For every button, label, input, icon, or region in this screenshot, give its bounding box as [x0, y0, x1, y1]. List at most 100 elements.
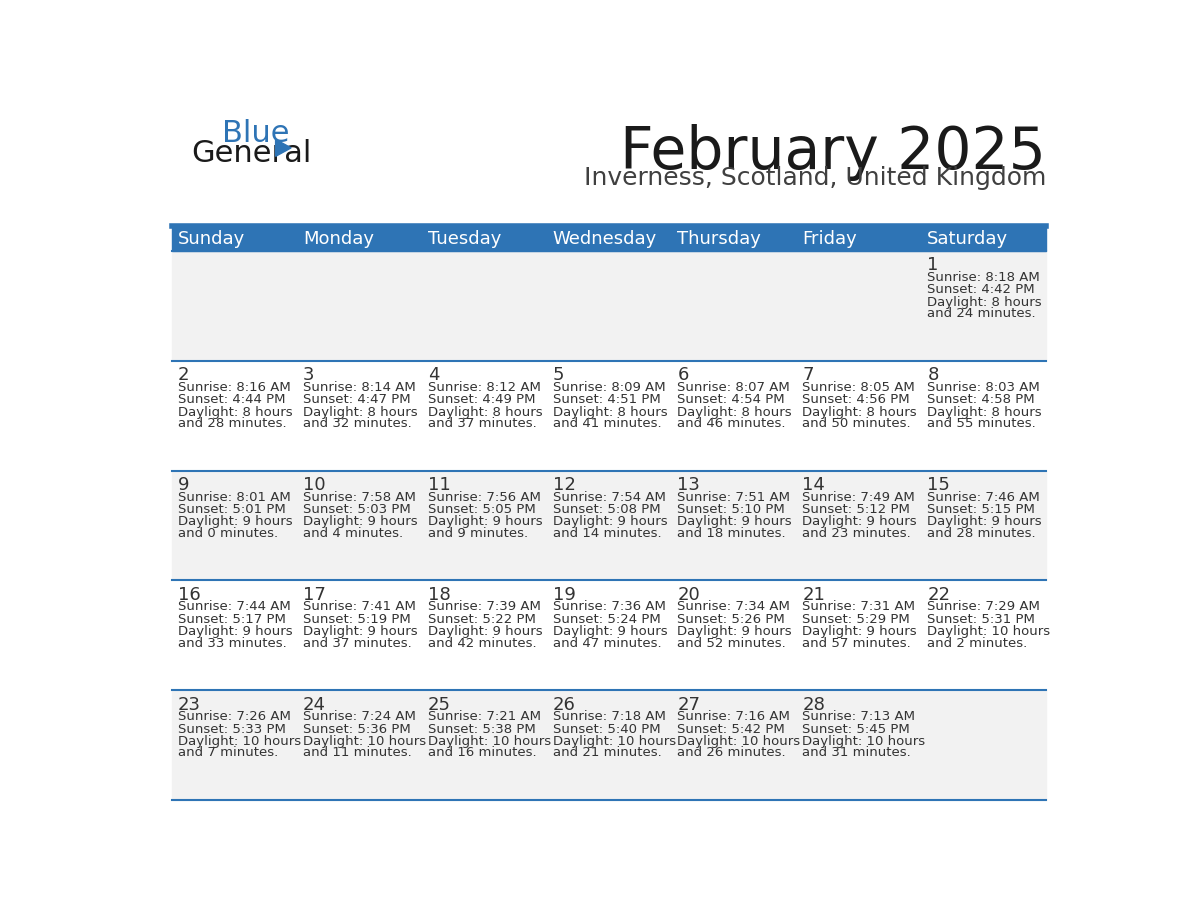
Text: Sunrise: 7:46 AM: Sunrise: 7:46 AM: [928, 491, 1040, 504]
Text: 19: 19: [552, 586, 575, 604]
Text: Sunset: 5:05 PM: Sunset: 5:05 PM: [428, 503, 536, 516]
Text: Sunrise: 7:39 AM: Sunrise: 7:39 AM: [428, 600, 541, 613]
Text: Sunset: 5:42 PM: Sunset: 5:42 PM: [677, 722, 785, 735]
Text: 22: 22: [928, 586, 950, 604]
Text: Sunrise: 7:16 AM: Sunrise: 7:16 AM: [677, 711, 790, 723]
Text: 17: 17: [303, 586, 326, 604]
Text: Sunset: 5:08 PM: Sunset: 5:08 PM: [552, 503, 661, 516]
Text: Sunset: 4:49 PM: Sunset: 4:49 PM: [428, 393, 536, 406]
Text: 13: 13: [677, 476, 701, 494]
Text: Sunrise: 8:12 AM: Sunrise: 8:12 AM: [428, 381, 541, 394]
Text: Daylight: 10 hours: Daylight: 10 hours: [552, 735, 676, 748]
Polygon shape: [276, 140, 291, 156]
Text: and 28 minutes.: and 28 minutes.: [178, 417, 286, 430]
Text: and 18 minutes.: and 18 minutes.: [677, 527, 786, 540]
Text: Wednesday: Wednesday: [552, 230, 657, 248]
Text: Sunset: 5:22 PM: Sunset: 5:22 PM: [428, 613, 536, 626]
Text: Sunset: 5:01 PM: Sunset: 5:01 PM: [178, 503, 285, 516]
Text: 5: 5: [552, 366, 564, 385]
Text: Friday: Friday: [802, 230, 857, 248]
Text: and 2 minutes.: and 2 minutes.: [928, 637, 1028, 650]
Text: and 46 minutes.: and 46 minutes.: [677, 417, 786, 430]
Text: Sunrise: 7:36 AM: Sunrise: 7:36 AM: [552, 600, 665, 613]
Text: and 0 minutes.: and 0 minutes.: [178, 527, 278, 540]
Text: and 24 minutes.: and 24 minutes.: [928, 308, 1036, 320]
Text: Sunset: 5:40 PM: Sunset: 5:40 PM: [552, 722, 661, 735]
Text: 18: 18: [428, 586, 450, 604]
Text: Sunrise: 8:18 AM: Sunrise: 8:18 AM: [928, 271, 1040, 284]
Text: Sunset: 5:03 PM: Sunset: 5:03 PM: [303, 503, 411, 516]
Text: Sunset: 5:26 PM: Sunset: 5:26 PM: [677, 613, 785, 626]
Text: Daylight: 9 hours: Daylight: 9 hours: [677, 515, 792, 529]
Text: and 14 minutes.: and 14 minutes.: [552, 527, 662, 540]
Text: and 42 minutes.: and 42 minutes.: [428, 637, 536, 650]
Text: 26: 26: [552, 696, 575, 713]
Text: Sunset: 5:38 PM: Sunset: 5:38 PM: [428, 722, 536, 735]
Text: Thursday: Thursday: [677, 230, 762, 248]
Text: and 52 minutes.: and 52 minutes.: [677, 637, 786, 650]
Text: Sunrise: 8:07 AM: Sunrise: 8:07 AM: [677, 381, 790, 394]
Text: 27: 27: [677, 696, 701, 713]
Text: 12: 12: [552, 476, 575, 494]
Text: Sunset: 5:19 PM: Sunset: 5:19 PM: [303, 613, 411, 626]
Text: and 37 minutes.: and 37 minutes.: [428, 417, 537, 430]
Text: and 57 minutes.: and 57 minutes.: [802, 637, 911, 650]
Text: 21: 21: [802, 586, 826, 604]
Text: Sunrise: 7:44 AM: Sunrise: 7:44 AM: [178, 600, 291, 613]
Text: 14: 14: [802, 476, 826, 494]
Text: Sunset: 5:31 PM: Sunset: 5:31 PM: [928, 613, 1035, 626]
Text: and 21 minutes.: and 21 minutes.: [552, 746, 662, 759]
Text: and 55 minutes.: and 55 minutes.: [928, 417, 1036, 430]
Text: and 41 minutes.: and 41 minutes.: [552, 417, 662, 430]
Bar: [172, 471, 1045, 580]
Text: Sunrise: 7:34 AM: Sunrise: 7:34 AM: [677, 600, 790, 613]
Text: General: General: [191, 140, 311, 168]
Text: Tuesday: Tuesday: [428, 230, 501, 248]
Text: 4: 4: [428, 366, 440, 385]
Text: Daylight: 8 hours: Daylight: 8 hours: [303, 406, 417, 419]
Text: and 33 minutes.: and 33 minutes.: [178, 637, 286, 650]
Text: February 2025: February 2025: [620, 124, 1045, 181]
Text: Sunset: 5:15 PM: Sunset: 5:15 PM: [928, 503, 1035, 516]
Text: 10: 10: [303, 476, 326, 494]
Text: Daylight: 9 hours: Daylight: 9 hours: [928, 515, 1042, 529]
Text: 25: 25: [428, 696, 450, 713]
Text: Sunset: 4:44 PM: Sunset: 4:44 PM: [178, 393, 285, 406]
Text: 23: 23: [178, 696, 201, 713]
Text: and 7 minutes.: and 7 minutes.: [178, 746, 278, 759]
Text: Daylight: 9 hours: Daylight: 9 hours: [552, 625, 668, 638]
Text: and 26 minutes.: and 26 minutes.: [677, 746, 786, 759]
Text: Daylight: 9 hours: Daylight: 9 hours: [802, 625, 917, 638]
Text: Daylight: 10 hours: Daylight: 10 hours: [802, 735, 925, 748]
Text: Sunrise: 8:16 AM: Sunrise: 8:16 AM: [178, 381, 291, 394]
Text: and 50 minutes.: and 50 minutes.: [802, 417, 911, 430]
Bar: [172, 580, 1045, 690]
Text: Sunrise: 7:24 AM: Sunrise: 7:24 AM: [303, 711, 416, 723]
Text: Daylight: 8 hours: Daylight: 8 hours: [428, 406, 543, 419]
Text: Blue: Blue: [222, 119, 290, 149]
Bar: [172, 690, 1045, 800]
Text: Sunrise: 7:56 AM: Sunrise: 7:56 AM: [428, 491, 541, 504]
Text: and 9 minutes.: and 9 minutes.: [428, 527, 527, 540]
Text: Sunset: 5:29 PM: Sunset: 5:29 PM: [802, 613, 910, 626]
Text: Daylight: 8 hours: Daylight: 8 hours: [677, 406, 792, 419]
Text: Daylight: 9 hours: Daylight: 9 hours: [677, 625, 792, 638]
Text: Daylight: 9 hours: Daylight: 9 hours: [303, 625, 417, 638]
Text: 15: 15: [928, 476, 950, 494]
Text: and 11 minutes.: and 11 minutes.: [303, 746, 411, 759]
Text: Sunrise: 8:14 AM: Sunrise: 8:14 AM: [303, 381, 416, 394]
Text: Sunset: 5:24 PM: Sunset: 5:24 PM: [552, 613, 661, 626]
Text: and 31 minutes.: and 31 minutes.: [802, 746, 911, 759]
Text: Sunset: 4:42 PM: Sunset: 4:42 PM: [928, 284, 1035, 297]
Text: Sunset: 5:17 PM: Sunset: 5:17 PM: [178, 613, 286, 626]
Text: 28: 28: [802, 696, 826, 713]
Text: Saturday: Saturday: [928, 230, 1009, 248]
Text: Sunset: 5:10 PM: Sunset: 5:10 PM: [677, 503, 785, 516]
Text: Sunset: 4:47 PM: Sunset: 4:47 PM: [303, 393, 411, 406]
Text: Sunrise: 7:26 AM: Sunrise: 7:26 AM: [178, 711, 291, 723]
Text: 9: 9: [178, 476, 189, 494]
Text: Sunrise: 7:58 AM: Sunrise: 7:58 AM: [303, 491, 416, 504]
Text: 8: 8: [928, 366, 939, 385]
Text: and 23 minutes.: and 23 minutes.: [802, 527, 911, 540]
Text: and 4 minutes.: and 4 minutes.: [303, 527, 403, 540]
